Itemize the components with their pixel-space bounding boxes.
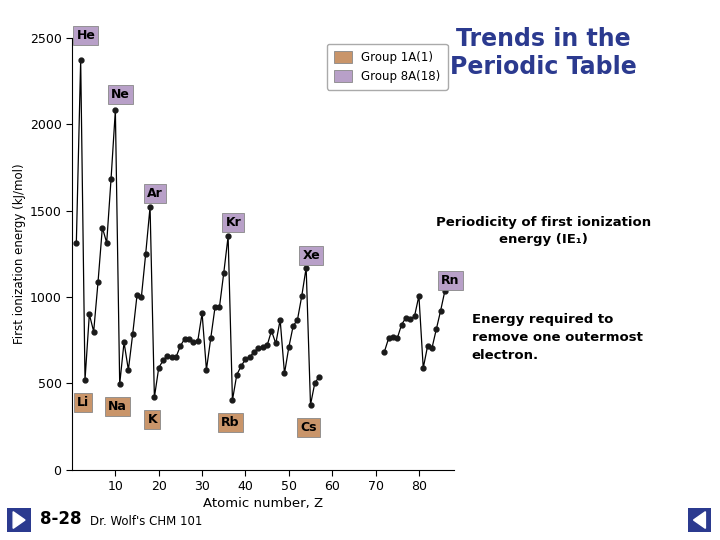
Y-axis label: First ionization energy (kJ/mol): First ionization energy (kJ/mol) <box>12 164 25 344</box>
Text: Trends in the
Periodic Table: Trends in the Periodic Table <box>450 27 637 79</box>
X-axis label: Atomic number, Z: Atomic number, Z <box>203 497 323 510</box>
Legend: Group 1A(1), Group 8A(18): Group 1A(1), Group 8A(18) <box>327 44 448 90</box>
Text: 8-28: 8-28 <box>40 510 81 528</box>
Text: Ar: Ar <box>148 187 163 200</box>
Text: Rn: Rn <box>441 274 459 287</box>
Text: He: He <box>76 29 95 42</box>
Text: Cs: Cs <box>300 421 317 434</box>
Polygon shape <box>693 512 706 528</box>
Text: Ne: Ne <box>111 88 130 101</box>
Text: K: K <box>148 413 157 427</box>
Polygon shape <box>13 512 25 528</box>
Text: Periodicity of first ionization
energy (IE₁): Periodicity of first ionization energy (… <box>436 216 651 246</box>
Text: Kr: Kr <box>225 216 241 229</box>
Text: Dr. Wolf's CHM 101: Dr. Wolf's CHM 101 <box>90 515 202 528</box>
Text: Li: Li <box>77 396 89 409</box>
Text: Rb: Rb <box>221 416 240 429</box>
Text: Na: Na <box>108 400 127 413</box>
Text: Energy required to
remove one outermost
electron.: Energy required to remove one outermost … <box>472 313 642 362</box>
Text: Xe: Xe <box>302 249 320 262</box>
